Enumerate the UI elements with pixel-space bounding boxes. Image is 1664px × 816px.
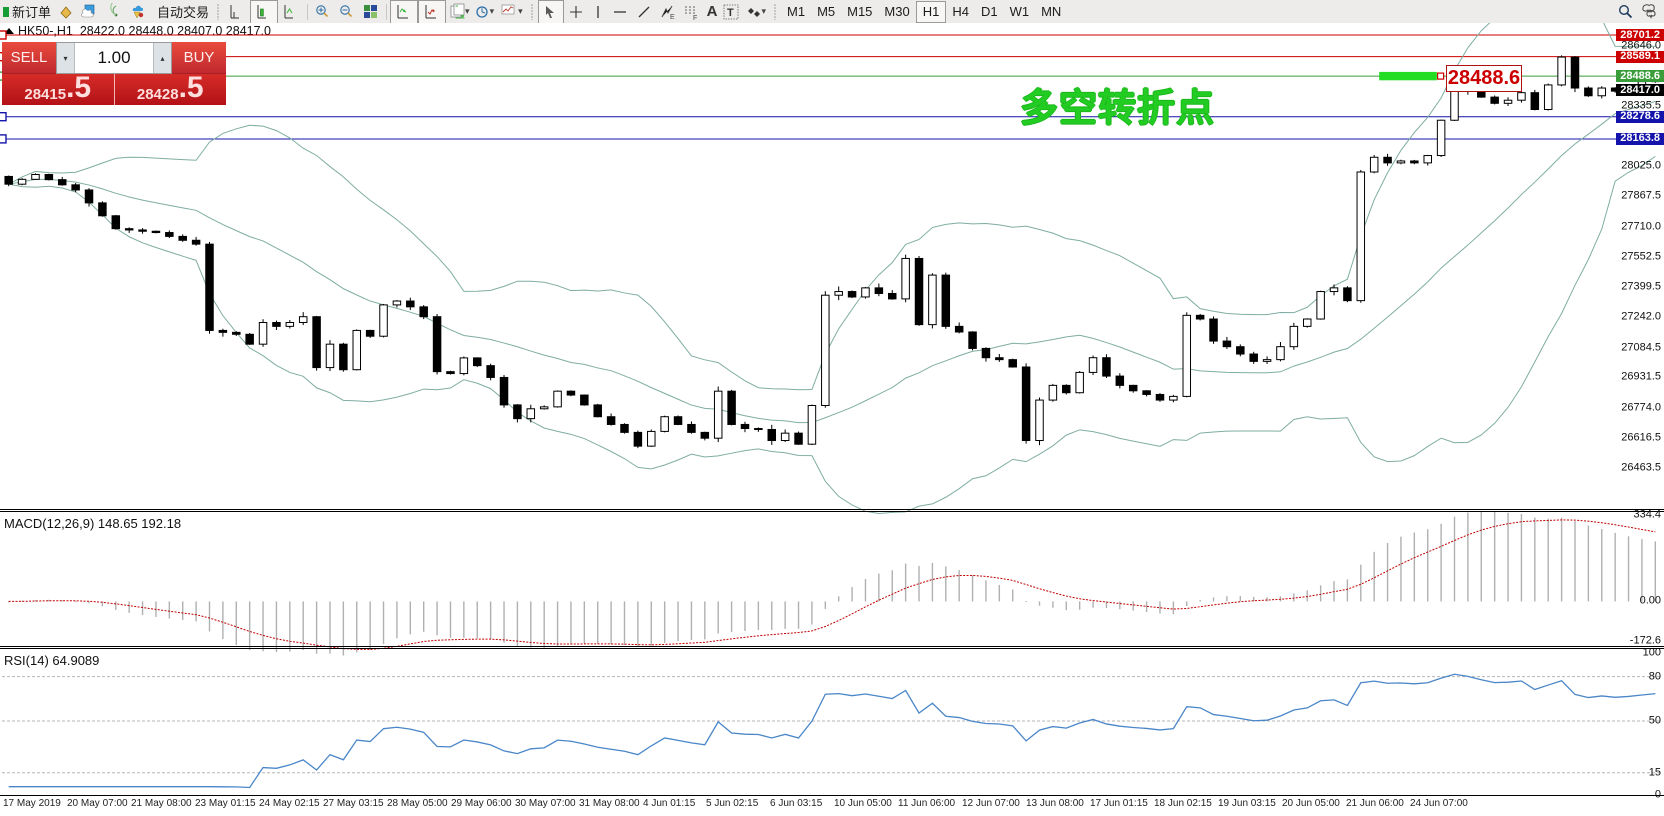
- svg-text:F: F: [693, 15, 697, 21]
- svg-text:E: E: [670, 14, 675, 21]
- svg-text:T: T: [727, 7, 734, 19]
